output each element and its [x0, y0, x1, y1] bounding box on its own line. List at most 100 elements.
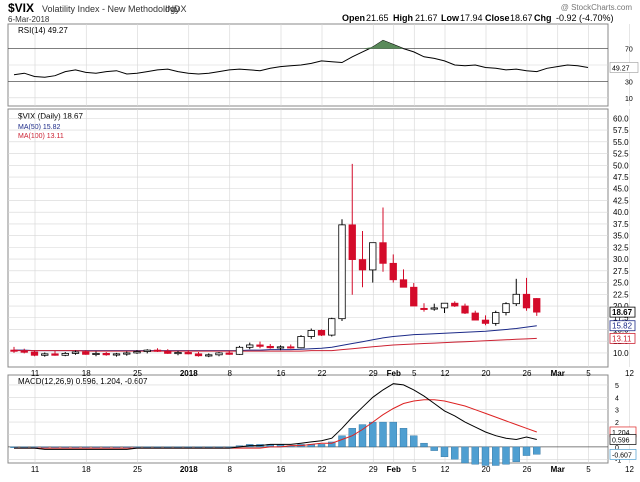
macd-histogram-bar [522, 446, 531, 456]
macd-histogram-bar [164, 446, 172, 448]
macd-histogram-bar [174, 446, 182, 448]
macd-histogram-bar [502, 446, 510, 465]
candle-down [266, 345, 274, 349]
candle-up [71, 351, 80, 354]
candle-up [123, 352, 131, 355]
macd-x-tick-label: 18 [82, 465, 91, 474]
macd-line [14, 383, 537, 450]
candle-up [41, 353, 49, 356]
ma100-line [14, 337, 537, 352]
price-y-tick-label: 25.0 [613, 279, 629, 288]
macd-legend: MACD(12,26,9) 0.596, 1.204, -0.607 [18, 377, 148, 386]
price-y-tick-label: 45.0 [613, 185, 629, 194]
ma100-last-value-box [609, 332, 636, 344]
candle-up [369, 242, 377, 271]
macd-histogram-bar [451, 446, 459, 460]
ma50-legend: MA(50) 15.82 [18, 124, 61, 131]
macd-last-value: -0.607 [612, 452, 632, 459]
ohlc-open-value: 21.65 [366, 13, 389, 23]
price-y-tick-label: 55.0 [613, 138, 629, 147]
macd-histogram-bar [440, 446, 449, 458]
price-y-tick-label: 57.5 [613, 126, 629, 135]
price-y-tick-label: 35.0 [613, 232, 629, 241]
macd-x-tick-label: 16 [277, 465, 286, 474]
price-x-tick-label: 5 [586, 369, 591, 378]
chart-watermark: @ StockCharts.com [561, 3, 633, 12]
price-last-close: 18.67 [612, 308, 633, 317]
candle-down [420, 307, 428, 310]
macd-y-tick-label: -1 [615, 457, 621, 464]
price-y-tick-label: 32.5 [613, 243, 629, 252]
chart-instrument-name: Volatility Index - New Methodology [42, 4, 180, 14]
macd-last-value: 0.596 [612, 438, 630, 445]
price-y-tick-label: 10.0 [613, 349, 629, 358]
candle-down [410, 286, 418, 307]
price-x-tick-label: 18 [82, 369, 91, 378]
candle-up [276, 346, 285, 349]
ohlc-high-value: 21.67 [415, 13, 438, 23]
macd-histogram-bar [399, 428, 408, 448]
price-y-tick-label: 17.5 [613, 314, 629, 323]
ohlc-chg-label: Chg [534, 13, 552, 23]
macd-x-tick-label: 5 [412, 465, 417, 474]
candle-up [297, 336, 305, 349]
candle-up [492, 312, 500, 324]
rsi-legend: RSI(14) 49.27 [18, 26, 68, 35]
candle-up [92, 352, 100, 355]
price-x-tick-label: 5 [412, 369, 417, 378]
macd-histogram-bar [215, 446, 223, 448]
candle-up [205, 354, 213, 357]
macd-x-tick-label: Mar [551, 465, 565, 474]
candle-up [246, 344, 254, 348]
candle-down [184, 352, 192, 355]
macd-histogram-bar [20, 446, 28, 448]
candle-up [215, 352, 223, 356]
price-legend: $VIX (Daily) 18.67 [18, 112, 83, 121]
candle-down [522, 293, 531, 309]
macd-histogram-bar [389, 421, 397, 448]
macd-x-tick-label: 26 [523, 465, 532, 474]
macd-last-value-box [609, 449, 637, 460]
ohlc-close-label: Close [485, 13, 510, 23]
price-x-tick-label: 12 [441, 369, 450, 378]
candle-down [461, 305, 469, 314]
price-x-tick-label: 2018 [180, 369, 198, 378]
macd-histogram-bar [410, 435, 418, 448]
candle-down [389, 262, 397, 281]
candle-down [533, 298, 541, 313]
macd-histogram-bar [379, 421, 387, 448]
rsi-y-tick-label: 70 [625, 47, 633, 54]
price-y-tick-label: 20.0 [613, 302, 629, 311]
price-x-tick-label: 8 [228, 369, 233, 378]
macd-histogram-bar [10, 446, 18, 448]
candle-down [194, 353, 203, 357]
macd-x-tick-label: 12 [625, 465, 634, 474]
macd-histogram-bar [153, 446, 162, 448]
macd-x-tick-label: 2018 [180, 465, 198, 474]
candle-down [379, 242, 387, 264]
candle-down [30, 351, 39, 356]
price-y-tick-label: 50.0 [613, 161, 629, 170]
candle-down [20, 350, 28, 353]
macd-y-tick-label: 0 [615, 445, 619, 452]
chart-date: 6-Mar-2018 [8, 15, 50, 24]
macd-x-tick-label: 11 [31, 465, 40, 474]
price-y-tick-label: 37.5 [613, 220, 629, 229]
candle-down [256, 344, 264, 347]
labels-layer: 1111181825252018201888161622222929FebFeb… [31, 47, 639, 474]
macd-histogram-bar [338, 435, 346, 448]
macd-histogram-bar [133, 446, 141, 448]
rsi-y-tick-label: 30 [625, 79, 633, 86]
macd-x-tick-label: Feb [387, 465, 401, 474]
macd-histogram-bar [328, 441, 336, 448]
candle-down [287, 346, 295, 349]
ma50-last-value: 15.82 [612, 322, 633, 331]
macd-histogram-bar [30, 446, 39, 448]
macd-histogram-bar [430, 446, 438, 451]
candle-down [82, 351, 90, 355]
macd-histogram-bar [533, 446, 541, 455]
macd-histogram-bar [317, 444, 326, 448]
macd-x-tick-label: 22 [318, 465, 327, 474]
